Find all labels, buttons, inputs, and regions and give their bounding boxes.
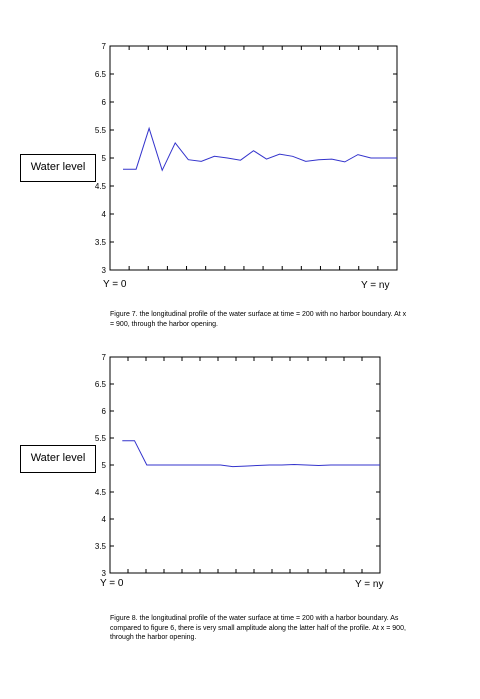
y-tick-label: 4.5 <box>95 488 107 497</box>
x-end-label: Y = ny <box>355 579 383 590</box>
y-tick-label: 7 <box>102 353 107 362</box>
y-tick-label: 5.5 <box>95 434 107 443</box>
y-tick-label: 6 <box>102 407 107 416</box>
figure-caption: Figure 8. the longitudinal profile of th… <box>110 614 410 643</box>
y-tick-label: 6.5 <box>95 380 107 389</box>
y-tick-label: 3 <box>102 569 107 578</box>
y-axis-label: Water level <box>20 445 96 473</box>
y-tick-label: 4 <box>102 515 107 524</box>
y-tick-label: 5 <box>102 461 107 470</box>
y-tick-label: 3.5 <box>95 542 107 551</box>
x-start-label: Y = 0 <box>100 578 123 589</box>
series-line <box>122 441 380 467</box>
